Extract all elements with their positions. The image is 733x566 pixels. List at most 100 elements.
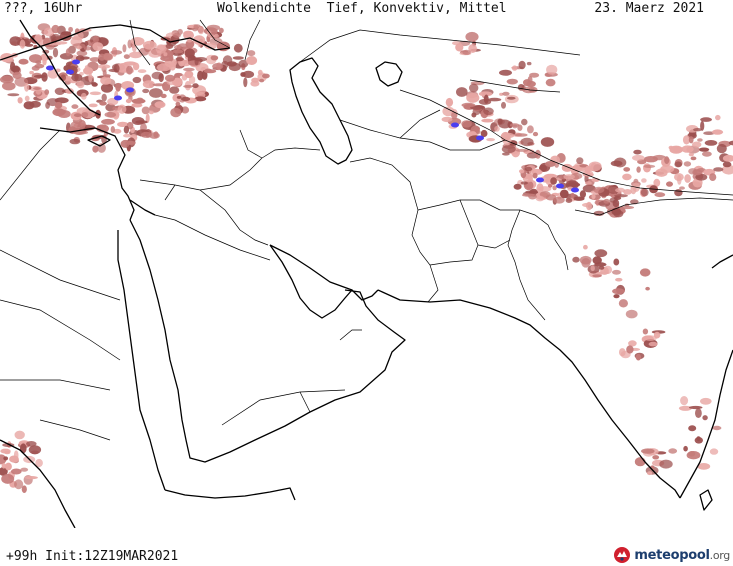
- cloud-patch: [2, 81, 16, 91]
- cloud-patch: [501, 101, 506, 109]
- map-title: Wolkendichte Tief, Konvektiv, Mittel: [217, 1, 507, 16]
- cloud-patch: [515, 148, 529, 152]
- cloud-patch: [547, 184, 553, 188]
- cloud-patch: [194, 57, 199, 66]
- cloud-patch: [700, 117, 712, 122]
- cloud-patch: [668, 448, 678, 454]
- cloud-patch: [619, 348, 626, 357]
- cloud-patch: [24, 476, 38, 480]
- cloud-patch: [483, 94, 489, 104]
- coastlines: [0, 19, 733, 528]
- cloud-patch: [101, 93, 107, 102]
- cloud-patch: [693, 128, 702, 132]
- cloud-patch: [608, 184, 618, 194]
- cloud-patch: [513, 183, 522, 190]
- cloud-patch: [502, 91, 510, 96]
- cloud-patch: [243, 77, 248, 88]
- cloud-patch: [154, 101, 166, 109]
- cloud-patch: [170, 107, 182, 118]
- cloud-patch: [514, 133, 528, 137]
- cloud-patch: [563, 174, 575, 180]
- cloud-patch: [550, 177, 557, 185]
- cloud-patch: [695, 408, 702, 418]
- cloud-patch: [598, 265, 605, 270]
- cloud-patch: [592, 274, 602, 278]
- cloud-patch: [163, 52, 168, 57]
- cloud-patch: [612, 288, 625, 295]
- convective-cloud-patch: [571, 187, 579, 193]
- cloud-patch: [1, 463, 6, 469]
- cloud-patch: [722, 154, 733, 162]
- cloud-patch: [14, 430, 25, 440]
- cloud-patch: [559, 189, 569, 199]
- cloud-patch: [647, 471, 653, 476]
- cloud-patch: [24, 82, 30, 92]
- cloud-patch: [692, 169, 703, 176]
- meteopool-logo[interactable]: meteopool.org: [613, 544, 730, 566]
- cloud-patch: [140, 131, 153, 138]
- cloud-patch: [713, 167, 724, 172]
- cloud-patch: [700, 397, 712, 405]
- cloud-patch: [131, 98, 146, 104]
- cloud-patch: [579, 255, 592, 265]
- cloud-patch: [466, 92, 480, 103]
- convective-cloud-patch: [451, 122, 459, 128]
- cloud-patch: [45, 101, 50, 109]
- cloud-patch: [586, 201, 592, 211]
- cloud-patch: [632, 154, 645, 161]
- cloud-patch: [222, 55, 233, 65]
- cloud-patch: [194, 96, 207, 102]
- cloud-patch: [502, 152, 510, 156]
- cloud-patch: [528, 193, 537, 200]
- cloud-patch: [480, 129, 488, 138]
- cloud-patch: [183, 30, 194, 37]
- cloud-patch: [692, 141, 702, 148]
- cloud-patch: [494, 125, 500, 132]
- cloud-patch: [91, 82, 98, 87]
- cloud-patch: [553, 196, 565, 204]
- cloud-patch: [635, 353, 642, 361]
- cloud-patch: [130, 37, 145, 46]
- cloud-patch: [680, 396, 689, 406]
- cloud-patch: [84, 65, 89, 70]
- cloud-patch: [642, 328, 649, 335]
- cloud-patch: [19, 39, 26, 49]
- cloud-patch: [499, 69, 512, 76]
- cloud-patch: [709, 173, 717, 182]
- convective-cloud-patch: [114, 95, 122, 101]
- cloud-patch: [35, 458, 43, 468]
- cloud-patch: [688, 451, 696, 457]
- cloud-patch: [593, 186, 605, 194]
- cloud-patch: [132, 76, 142, 84]
- cloud-patch: [149, 88, 163, 98]
- cloud-patch: [204, 68, 212, 73]
- cloud-patch: [520, 181, 528, 185]
- cloud-patch: [23, 101, 35, 110]
- cloud-patch: [623, 189, 632, 195]
- cloud-patch: [169, 62, 176, 71]
- cloud-patch: [97, 64, 111, 69]
- cloud-patch: [622, 173, 632, 181]
- cloud-patch: [471, 112, 477, 118]
- cloud-patch: [14, 479, 24, 490]
- cloud-patch: [92, 42, 104, 51]
- cloud-patch: [712, 425, 722, 431]
- cloud-patch: [10, 61, 16, 72]
- cloud-patch: [625, 309, 638, 319]
- cloud-patch: [29, 70, 34, 75]
- cloud-patch: [104, 111, 117, 118]
- cloud-patch: [688, 152, 694, 157]
- cloud-patch: [81, 112, 89, 118]
- cloud-patch: [690, 156, 697, 161]
- cloud-patch: [666, 181, 673, 187]
- cloud-patch: [99, 101, 107, 106]
- cloud-patch: [129, 51, 143, 59]
- cloud-patch: [34, 34, 43, 44]
- cloud-patch: [137, 69, 147, 73]
- cloud-patch: [469, 83, 479, 93]
- cloud-patch: [54, 87, 65, 96]
- cloud-patch: [44, 89, 50, 95]
- cloud-patch: [613, 294, 620, 299]
- cloud-patch: [88, 73, 93, 83]
- cloud-patch: [527, 76, 533, 84]
